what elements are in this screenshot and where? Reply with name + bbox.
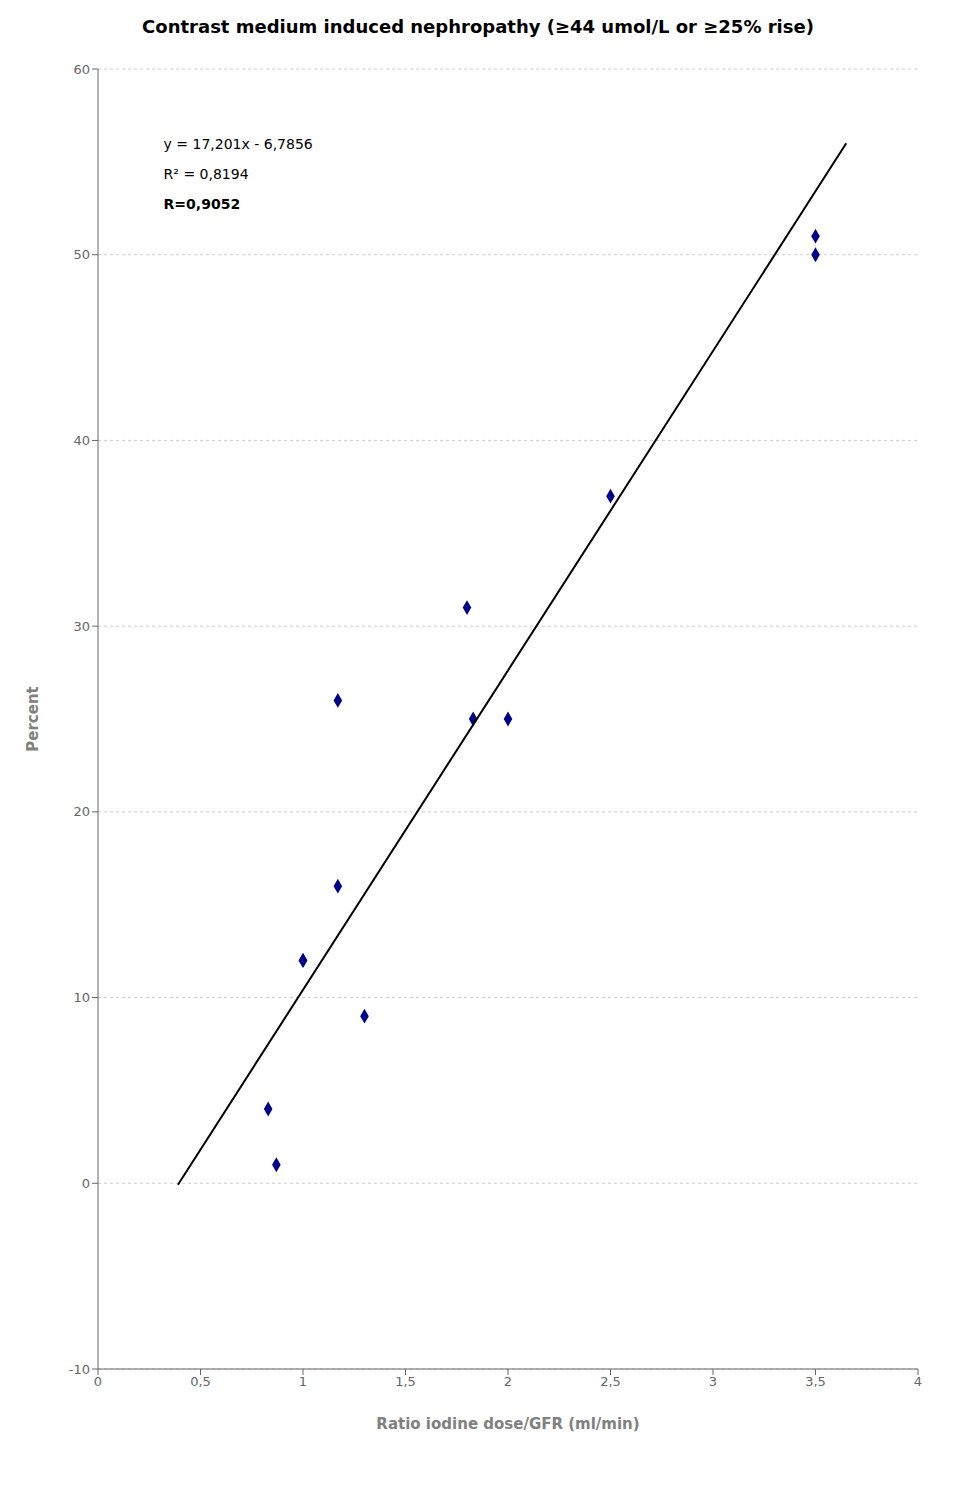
svg-text:40: 40 [73,433,90,448]
html-text:y = 17,201x - 6,7856: y = 17,201x - 6,7856 [163,136,313,152]
svg-text:2,5: 2,5 [600,1374,621,1389]
svg-text:20: 20 [73,804,90,819]
svg-text:30: 30 [73,619,90,634]
svg-text:3,5: 3,5 [805,1374,826,1389]
html-text:Contrast medium induced nephro: Contrast medium induced nephropathy (≥44… [142,16,814,37]
svg-text:Ratio iodine dose/GFR (ml/min): Ratio iodine dose/GFR (ml/min) [376,1415,639,1433]
svg-text:60: 60 [73,62,90,77]
svg-text:0: 0 [94,1374,102,1389]
svg-text:10: 10 [73,990,90,1005]
svg-text:0,5: 0,5 [190,1374,211,1389]
svg-text:2: 2 [504,1374,512,1389]
svg-text:0: 0 [82,1176,90,1191]
svg-text:50: 50 [73,247,90,262]
svg-text:Percent: Percent [24,686,42,751]
svg-text:4: 4 [914,1374,922,1389]
html-text:R=0,9052: R=0,9052 [163,196,241,212]
html-text:R² = 0,8194: R² = 0,8194 [163,166,249,182]
svg-text:-10: -10 [69,1362,90,1377]
svg-text:1,5: 1,5 [395,1374,416,1389]
svg-text:1: 1 [299,1374,307,1389]
svg-text:3: 3 [709,1374,717,1389]
